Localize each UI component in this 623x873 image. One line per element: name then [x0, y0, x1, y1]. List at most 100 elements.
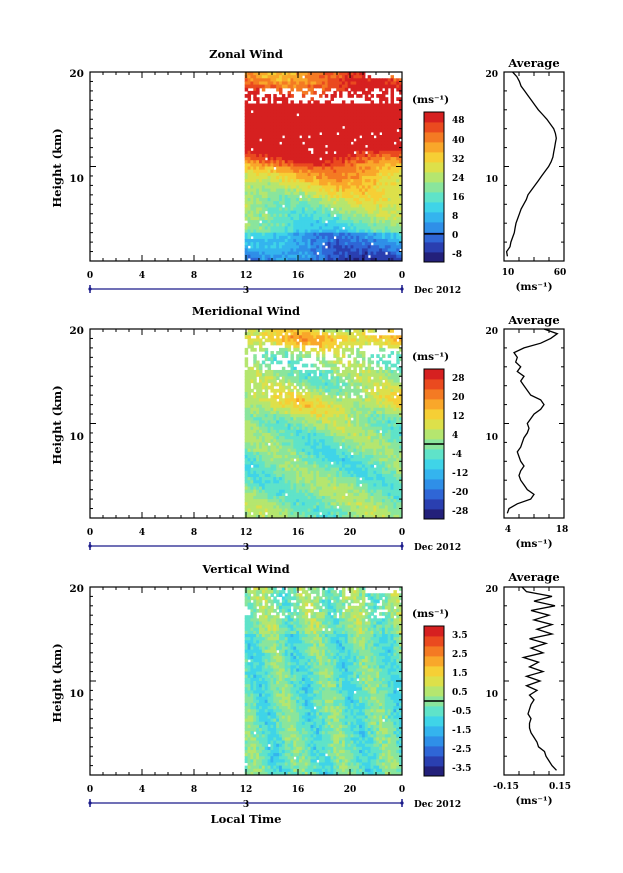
heatmap-cell	[336, 347, 340, 352]
heatmap-cell	[321, 505, 326, 510]
heatmap-cell	[253, 87, 257, 92]
heatmap-cell	[347, 179, 352, 183]
heatmap-cell	[364, 210, 369, 215]
heatmap-cell	[253, 254, 257, 259]
heatmap-cell	[333, 172, 337, 177]
heatmap-cell	[384, 122, 389, 127]
heatmap-cell	[301, 401, 306, 406]
heatmap-cell	[327, 220, 332, 224]
heatmap-cell	[313, 78, 317, 83]
heatmap-cell	[267, 163, 272, 168]
heatmap-cell	[304, 153, 309, 158]
heatmap-cell	[364, 257, 369, 261]
heatmap-cell	[284, 116, 289, 120]
heatmap-cell	[330, 379, 334, 384]
heatmap-cell	[276, 511, 280, 516]
heatmap-cell	[399, 166, 402, 171]
heatmap-cell	[339, 112, 343, 117]
heatmap-cell	[276, 138, 280, 142]
heatmap-cell	[296, 483, 300, 488]
heatmap-cell	[264, 354, 269, 358]
heatmap-cell	[264, 72, 269, 76]
heatmap-cell	[330, 388, 334, 393]
heatmap-cell	[293, 335, 297, 340]
heatmap-cell	[267, 366, 272, 371]
heatmap-cell	[364, 191, 369, 196]
heatmap-cell	[319, 429, 323, 434]
heatmap-cell	[293, 223, 297, 227]
heatmap-cell	[256, 153, 260, 158]
heatmap-cell	[330, 166, 334, 171]
heatmap-cell	[250, 128, 254, 133]
heatmap-cell	[261, 119, 266, 123]
heatmap-cell	[319, 467, 323, 472]
heatmap-cell	[367, 106, 372, 111]
heatmap-cell	[336, 351, 340, 355]
heatmap-cell	[347, 201, 352, 205]
heatmap-cell	[299, 439, 303, 443]
heatmap-cell	[353, 135, 357, 139]
heatmap-cell	[347, 238, 352, 243]
heatmap-cell	[244, 198, 249, 202]
heatmap-cell	[304, 254, 309, 259]
heatmap-cell	[393, 106, 397, 111]
heatmap-cell	[350, 138, 354, 142]
heatmap-cell	[261, 191, 266, 196]
heatmap-cell	[316, 439, 320, 443]
heatmap-cell	[281, 175, 286, 180]
heatmap-cell	[253, 245, 257, 249]
heatmap-cell	[313, 388, 317, 393]
heatmap-cell	[253, 514, 257, 518]
heatmap-cell	[301, 125, 306, 130]
heatmap-cell	[267, 94, 272, 98]
heatmap-cell	[330, 235, 334, 240]
heatmap-cell	[290, 495, 294, 500]
heatmap-cell	[333, 141, 337, 146]
heatmap-cell	[273, 445, 277, 450]
heatmap-cell	[261, 135, 266, 139]
heatmap-cell	[336, 78, 340, 83]
heatmap-cell	[319, 505, 323, 510]
heatmap-cell	[301, 207, 306, 212]
heatmap-cell	[364, 103, 369, 108]
heatmap-cell	[319, 229, 323, 234]
heatmap-cell	[273, 172, 277, 177]
heatmap-cell	[324, 251, 329, 256]
heatmap-cell	[304, 395, 309, 399]
heatmap-cell	[333, 138, 337, 142]
heatmap-cell	[244, 116, 249, 120]
heatmap-cell	[341, 78, 346, 83]
heatmap-cell	[313, 489, 317, 494]
heatmap-cell	[284, 385, 289, 390]
heatmap-cell	[347, 125, 352, 130]
heatmap-cell	[250, 188, 254, 193]
heatmap-cell	[247, 131, 252, 136]
heatmap-cell	[330, 483, 334, 488]
heatmap-cell	[264, 138, 269, 142]
heatmap-cell	[284, 163, 289, 168]
heatmap-cell	[256, 332, 260, 336]
heatmap-cell	[350, 175, 354, 180]
heatmap-cell	[330, 169, 334, 174]
heatmap-cell	[299, 150, 303, 155]
heatmap-cell	[276, 210, 280, 215]
heatmap-cell	[321, 226, 326, 231]
heatmap-cell	[256, 257, 260, 261]
heatmap-cell	[336, 254, 340, 259]
heatmap-cell	[264, 182, 269, 186]
heatmap-cell	[253, 414, 257, 418]
heatmap-cell	[310, 229, 314, 234]
heatmap-cell	[296, 388, 300, 393]
heatmap-cell	[287, 150, 292, 155]
heatmap-cell	[256, 388, 260, 393]
heatmap-cell	[296, 505, 300, 510]
heatmap-cell	[301, 461, 306, 466]
heatmap-cell	[296, 138, 300, 142]
heatmap-cell	[327, 514, 332, 518]
heatmap-cell	[367, 112, 372, 117]
heatmap-cell	[379, 194, 383, 199]
heatmap-cell	[304, 179, 309, 183]
heatmap-cell	[336, 109, 340, 114]
heatmap-cell	[384, 232, 389, 237]
heatmap-cell	[273, 388, 277, 393]
